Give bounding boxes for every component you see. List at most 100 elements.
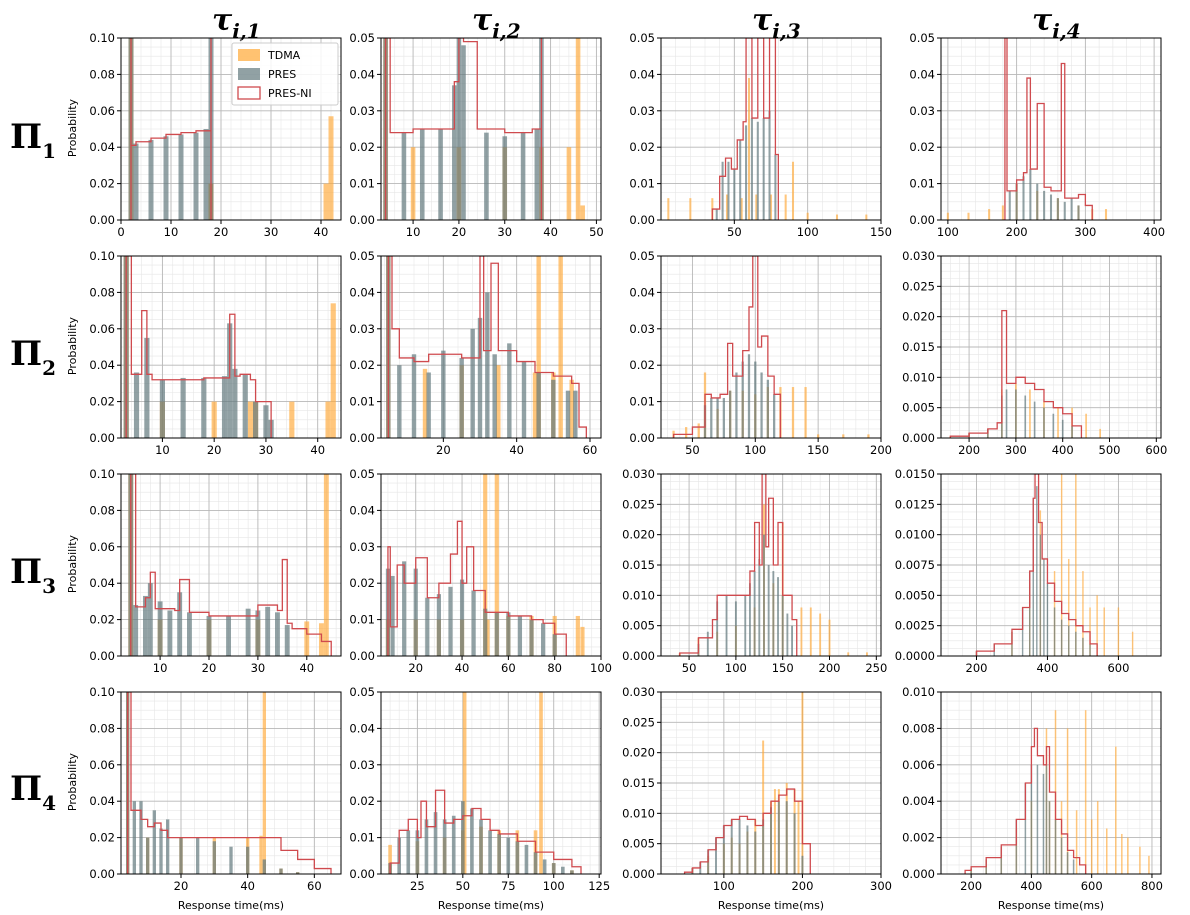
bar-tdma-r4c4 [1127, 837, 1129, 874]
bar-pres-r3c3 [781, 595, 784, 656]
legend-swatch-pres-ni [237, 86, 261, 100]
bar-tdma-r2c3 [867, 434, 870, 438]
bar-tdma-r1c3 [747, 78, 751, 220]
bar-pres-r4c4 [1048, 801, 1051, 874]
bar-pres-r4c4 [1045, 764, 1048, 874]
bar-tdma-r4c4 [1139, 846, 1141, 874]
x-tick-label-r4c3: 200 [791, 879, 813, 893]
bar-pres-r3c1 [157, 601, 163, 656]
bar-pres-r3c1 [265, 606, 271, 656]
row-title-4: Π4 [10, 769, 56, 815]
y-tick-label-r4c2: 0.00 [349, 867, 375, 881]
bar-tdma-r3c3 [800, 607, 803, 656]
panel-r3c2: 20 40 60 80 100 0.00 0.01 0.02 0.03 0.04 0.05 [349, 467, 612, 675]
y-axis-label-row-3: Probability [66, 534, 79, 593]
legend-label-tdma: TDMA [267, 49, 301, 62]
y-tick-label-r4c4: 0.006 [902, 758, 935, 772]
x-tick-label-r4c3: 300 [870, 879, 892, 893]
x-tick-label-r4c2: 50 [455, 879, 470, 893]
bar-pres-r4c2 [570, 870, 574, 874]
bar-pres-r2c3 [716, 397, 719, 438]
y-tick-label-r2c1: 0.08 [89, 285, 115, 299]
x-tick-label-r3c3: 50 [682, 661, 697, 675]
x-tick-label-r3c3: 150 [772, 661, 794, 675]
x-tick-label-r1c3: 150 [870, 225, 892, 239]
y-tick-label-r2c4: 0.005 [902, 401, 935, 415]
y-tick-label-r2c2: 0.04 [349, 285, 375, 299]
y-tick-label-r2c2: 0.03 [349, 322, 375, 336]
step-line-pres-ni-r4c4 [964, 727, 1087, 874]
bar-pres-r3c3 [772, 571, 775, 656]
y-tick-label-r2c3: 0.02 [629, 358, 655, 372]
x-tick-label-r4c1: 40 [240, 879, 255, 893]
bar-pres-r4c3 [777, 801, 780, 874]
y-tick-label-r1c1: 0.00 [89, 213, 115, 227]
bar-pres-r1c2 [456, 38, 462, 220]
bar-pres-r2c3 [747, 354, 751, 438]
bar-pres-r3c4 [1032, 498, 1034, 656]
bar-pres-r1c4 [1008, 190, 1011, 220]
bar-pres-r4c1 [132, 801, 136, 874]
x-tick-label-r3c1: 20 [202, 661, 217, 675]
bar-pres-r3c1 [167, 610, 173, 656]
bar-pres-r2c4 [1024, 395, 1027, 438]
bar-tdma-r1c2 [566, 147, 572, 220]
y-tick-label-r1c1: 0.08 [89, 67, 115, 81]
bar-tdma-r3c3 [866, 652, 868, 656]
y-tick-label-r3c4: 0.0025 [895, 619, 935, 633]
bar-pres-r4c1 [139, 801, 143, 874]
y-tick-label-r3c1: 0.04 [89, 576, 115, 590]
bar-pres-r1c1 [178, 134, 184, 220]
x-tick-label-r4c2: 100 [543, 879, 565, 893]
x-axis-label-col-3: Response time(ms) [718, 899, 824, 912]
bar-pres-r2c2 [507, 343, 512, 438]
step-line-pres-ni-r2c3 [672, 256, 782, 438]
bar-pres-r4c1 [279, 868, 283, 874]
bar-pres-r1c3 [745, 125, 748, 220]
bar-pres-r1c3 [715, 209, 718, 220]
bar-pres-r4c1 [159, 828, 163, 874]
bar-pres-r1c2 [502, 136, 508, 220]
y-tick-label-r1c3: 0.02 [629, 140, 655, 154]
x-tick-label-r2c3: 150 [807, 443, 829, 457]
bar-pres-r3c3 [744, 595, 747, 656]
bar-pres-r1c4 [1070, 198, 1073, 220]
bar-tdma-r4c2 [388, 844, 392, 874]
x-tick-label-r2c1: 40 [310, 443, 325, 457]
bar-pres-r4c2 [433, 812, 438, 874]
panel-frame-r4c1 [120, 691, 342, 875]
bar-pres-r3c2 [402, 561, 407, 656]
x-tick-label-r1c2: 20 [452, 225, 467, 239]
bar-pres-r3c1 [147, 583, 153, 656]
panel-frame-r4c4 [940, 691, 1162, 875]
bar-tdma-r3c4 [1068, 558, 1070, 656]
bar-pres-r1c1 [133, 143, 139, 220]
step-line-pres-ni-r3c4 [975, 474, 1098, 656]
bar-tdma-r4c1 [262, 692, 266, 874]
bar-pres-r3c2 [471, 590, 476, 656]
y-tick-label-r1c4: 0.04 [909, 67, 935, 81]
bar-pres-r2c3 [735, 372, 738, 438]
bar-pres-r1c3 [762, 118, 765, 220]
y-tick-label-r3c3: 0.005 [622, 619, 655, 633]
y-axis-label-row-1: Probability [66, 98, 79, 157]
y-axis-label-row-4: Probability [66, 752, 79, 811]
bar-tdma-r1c3 [835, 214, 839, 220]
panel-plot-area-r2c2 [386, 256, 587, 438]
bar-pres-r3c3 [753, 571, 756, 656]
bar-pres-r2c3 [773, 394, 776, 438]
bar-pres-r2c1 [144, 337, 150, 438]
bar-pres-r3c3 [763, 534, 765, 656]
bar-pres-r4c4 [1066, 852, 1069, 874]
bar-tdma-r1c4 [967, 212, 970, 220]
bar-tdma-r2c3 [685, 427, 688, 438]
bar-tdma-r1c3 [667, 198, 670, 220]
bar-tdma-r3c2 [494, 474, 499, 656]
bar-pres-r4c2 [561, 866, 565, 874]
bar-pres-r4c1 [296, 872, 300, 874]
y-tick-label-r4c4: 0.008 [902, 721, 935, 735]
bar-pres-r4c2 [406, 830, 411, 874]
legend-label-pres: PRES [268, 68, 296, 81]
bar-pres-r3c2 [552, 634, 557, 656]
bar-pres-r1c1 [193, 132, 199, 220]
